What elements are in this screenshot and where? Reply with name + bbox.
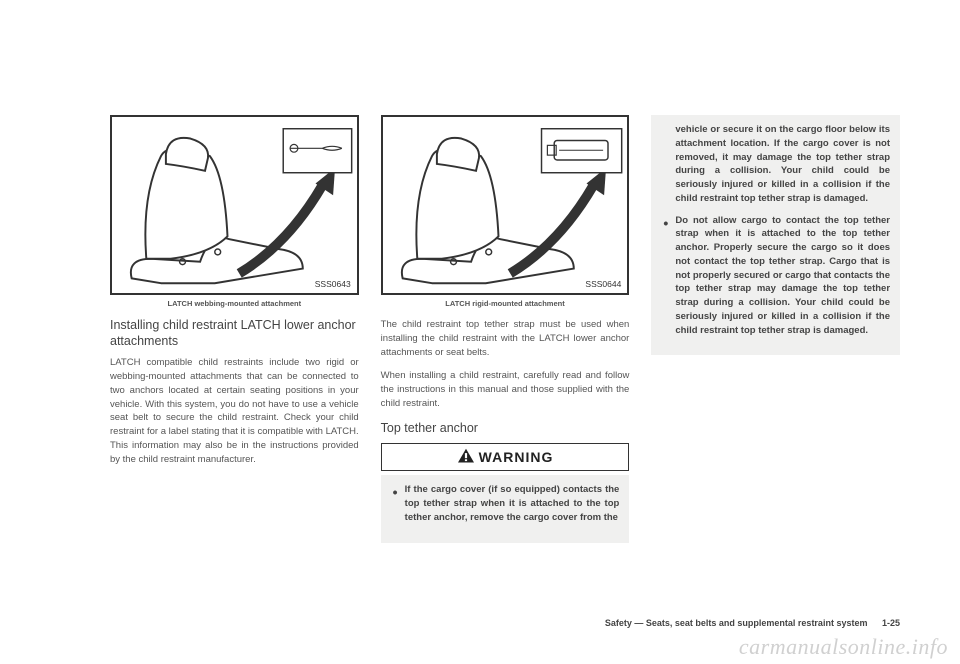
column-3: vehicle or secure it on the cargo floor … xyxy=(651,115,900,543)
warning-body-col2: If the cargo cover (if so equipped) cont… xyxy=(381,475,630,542)
page-footer: Safety — Seats, seat belts and supplemen… xyxy=(605,618,900,628)
warning-triangle-icon xyxy=(457,448,475,464)
figure-reference-2: SSS0644 xyxy=(585,279,621,289)
body-text-tether-2: When installing a child restraint, caref… xyxy=(381,369,630,410)
body-text-latch: LATCH compatible child restraints includ… xyxy=(110,356,359,466)
warning-item-1: If the cargo cover (if so equipped) cont… xyxy=(391,483,620,524)
warning-item-1-cont: vehicle or secure it on the cargo floor … xyxy=(661,123,890,206)
heading-top-tether: Top tether anchor xyxy=(381,421,630,437)
manual-page: SSS0643 LATCH webbing-mounted attachment… xyxy=(0,0,960,664)
seat-rigid-illustration xyxy=(383,117,628,293)
figure-rigid-attachment: SSS0644 xyxy=(381,115,630,295)
column-1: SSS0643 LATCH webbing-mounted attachment… xyxy=(110,115,359,543)
watermark: carmanualsonline.info xyxy=(739,634,948,660)
warning-label: WARNING xyxy=(479,449,554,465)
footer-page-number: 1-25 xyxy=(882,618,900,628)
column-layout: SSS0643 LATCH webbing-mounted attachment… xyxy=(110,115,900,543)
body-text-tether-1: The child restraint top tether strap mus… xyxy=(381,318,630,359)
seat-webbing-illustration xyxy=(112,117,357,293)
figure-caption-1: LATCH webbing-mounted attachment xyxy=(110,299,359,308)
heading-installing-latch: Installing child restraint LATCH lower a… xyxy=(110,318,359,349)
warning-body-col3: vehicle or secure it on the cargo floor … xyxy=(651,115,900,355)
figure-reference-1: SSS0643 xyxy=(315,279,351,289)
column-2: SSS0644 LATCH rigid-mounted attachment T… xyxy=(381,115,630,543)
warning-header: WARNING xyxy=(381,443,630,471)
figure-webbing-attachment: SSS0643 xyxy=(110,115,359,295)
footer-section: Safety — Seats, seat belts and supplemen… xyxy=(605,618,868,628)
warning-item-2: Do not allow cargo to contact the top te… xyxy=(661,214,890,338)
figure-caption-2: LATCH rigid-mounted attachment xyxy=(381,299,630,308)
